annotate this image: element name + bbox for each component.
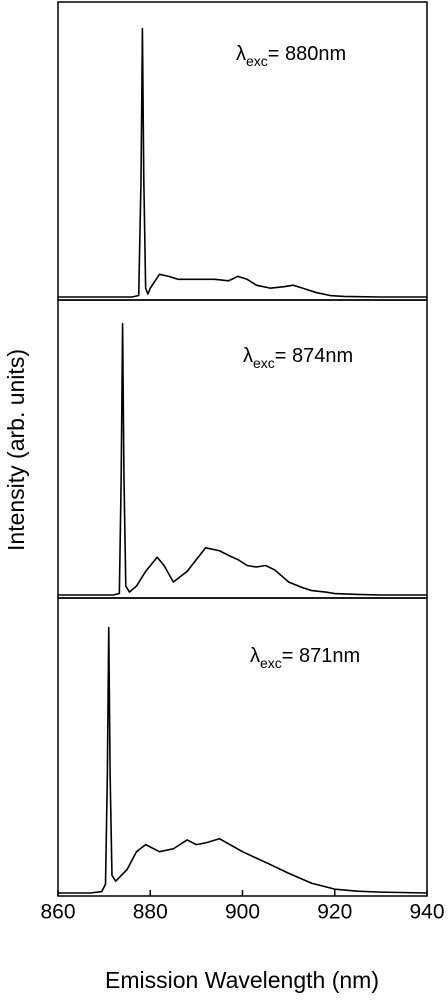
x-tick-label: 900 — [225, 901, 260, 924]
x-tick-label: 920 — [317, 901, 352, 924]
annotation-symbol: λ — [236, 43, 246, 65]
annotation-symbol: λ — [250, 645, 260, 667]
annotation: λexc= 871nm — [250, 645, 360, 670]
x-tick-label: 940 — [409, 901, 444, 924]
annotation: λexc= 874nm — [243, 345, 353, 370]
annotation-subscript: exc — [260, 655, 282, 671]
annotation: λexc= 880nm — [236, 43, 346, 68]
spectrum-line — [58, 322, 427, 596]
annotation-text: = 880nm — [268, 43, 346, 65]
annotation-subscript: exc — [246, 53, 268, 69]
x-tick-label: 860 — [40, 901, 75, 924]
annotation-symbol: λ — [243, 345, 253, 367]
x-tick-label: 880 — [133, 901, 168, 924]
x-axis-label: Emission Wavelength (nm) — [105, 967, 379, 993]
spectrum-line — [58, 626, 428, 894]
annotation-text: = 874nm — [275, 345, 353, 367]
y-axis-label: Intensity (arb. units) — [3, 349, 29, 551]
annotation-text: = 871nm — [282, 645, 360, 667]
annotation-subscript: exc — [253, 355, 275, 371]
spectrum-line — [58, 27, 427, 298]
